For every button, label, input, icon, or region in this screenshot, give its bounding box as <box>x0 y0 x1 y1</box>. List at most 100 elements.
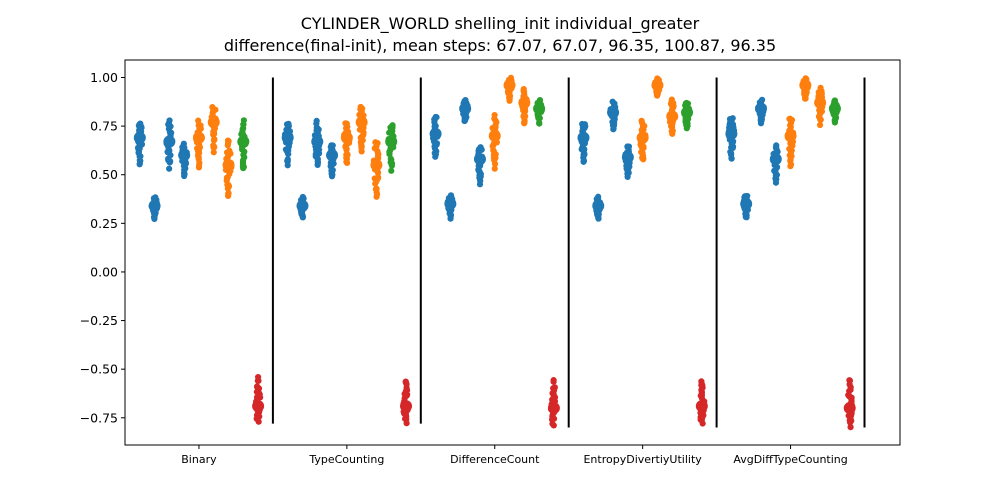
data-point <box>375 174 382 181</box>
data-point <box>847 424 854 431</box>
group-separators <box>271 77 866 428</box>
chart-title: CYLINDER_WORLD shelling_init individual_… <box>300 14 700 33</box>
data-point <box>773 142 780 149</box>
data-point <box>817 84 824 91</box>
strip-orange <box>340 120 353 166</box>
mean-marker <box>355 116 368 129</box>
mean-marker <box>385 135 398 148</box>
mean-marker <box>488 129 501 142</box>
strip-red <box>252 373 265 425</box>
x-axis: Binary TypeCounting DifferenceCount Entropy… <box>181 445 848 466</box>
data-point <box>299 193 306 201</box>
mean-marker <box>340 131 353 144</box>
mean-marker <box>311 135 324 148</box>
strip-red <box>547 377 560 429</box>
data-point <box>373 193 380 200</box>
data-point <box>137 157 144 164</box>
data-point <box>491 160 499 168</box>
y-tick-label: 0.25 <box>90 216 118 231</box>
strip-red <box>695 378 708 427</box>
mean-marker <box>533 102 546 115</box>
strip-blue <box>148 194 161 223</box>
data-point <box>846 377 854 384</box>
data-point <box>831 97 838 104</box>
data-point <box>137 120 144 127</box>
mean-marker <box>296 199 309 212</box>
mean-marker <box>237 135 250 148</box>
strip-green <box>681 99 694 132</box>
strip-blue <box>429 113 442 160</box>
data-point <box>683 99 690 107</box>
strip-blue <box>311 117 324 169</box>
data-point <box>344 151 351 158</box>
plot-frame <box>124 59 901 446</box>
data-point <box>226 147 233 154</box>
data-point <box>668 98 675 105</box>
data-point <box>758 96 766 103</box>
strip-orange <box>651 75 664 99</box>
data-point <box>255 373 262 381</box>
strip-orange <box>503 74 516 104</box>
y-tick-label: 0.50 <box>90 167 118 182</box>
mean-marker <box>577 131 590 144</box>
mean-marker <box>518 96 531 109</box>
data-point <box>595 193 602 200</box>
mean-marker <box>828 102 841 115</box>
data-point <box>609 98 616 105</box>
data-point <box>698 378 705 385</box>
data-point <box>580 157 587 164</box>
data-point <box>225 190 232 197</box>
y-tick-label: 0.75 <box>90 119 118 134</box>
strip-blue <box>459 96 472 125</box>
mean-marker <box>252 400 265 413</box>
data-point <box>520 86 527 93</box>
strip-orange <box>370 139 383 200</box>
mean-marker <box>503 79 516 92</box>
mean-marker <box>547 402 560 415</box>
data-point <box>461 97 469 105</box>
mean-marker <box>192 131 205 144</box>
data-point <box>403 384 410 392</box>
data-point <box>313 117 320 125</box>
mean-marker <box>592 199 605 212</box>
data-point <box>432 113 439 121</box>
data-point <box>150 195 157 202</box>
data-point <box>284 156 291 163</box>
strip-blue <box>163 117 176 172</box>
data-point <box>491 165 498 172</box>
strip-blue <box>296 193 309 221</box>
strip-blue <box>133 120 146 168</box>
data-point <box>343 120 350 127</box>
data-point <box>389 122 396 129</box>
strip-red <box>843 377 856 431</box>
data-point <box>371 145 378 152</box>
data-point <box>744 192 751 200</box>
mean-marker <box>666 110 679 123</box>
mean-marker <box>400 400 413 413</box>
strip-green <box>237 117 250 172</box>
data-point <box>240 117 247 124</box>
mean-marker <box>754 102 767 115</box>
data-point <box>166 165 173 172</box>
data-point <box>536 96 544 104</box>
data-point <box>639 154 646 161</box>
y-tick-label: −0.25 <box>80 313 118 328</box>
data-point <box>285 120 292 127</box>
data-point <box>329 142 336 149</box>
strip-blue <box>178 140 191 180</box>
mean-marker <box>207 116 220 129</box>
strip-orange <box>192 117 205 171</box>
data-point <box>195 117 202 124</box>
y-axis: −0.75 −0.50 −0.25 0.00 0.25 0.50 0.75 1.00 <box>80 70 125 425</box>
strip-blue <box>754 96 767 127</box>
mean-marker <box>429 127 442 140</box>
strip-orange <box>799 75 812 102</box>
strip-blue <box>326 142 339 180</box>
mean-marker <box>148 199 161 212</box>
mean-marker <box>651 79 664 92</box>
strip-orange <box>222 137 235 200</box>
data-point <box>638 117 645 124</box>
mean-marker <box>222 159 235 171</box>
mean-marker <box>681 106 694 119</box>
strip-green <box>828 97 841 126</box>
